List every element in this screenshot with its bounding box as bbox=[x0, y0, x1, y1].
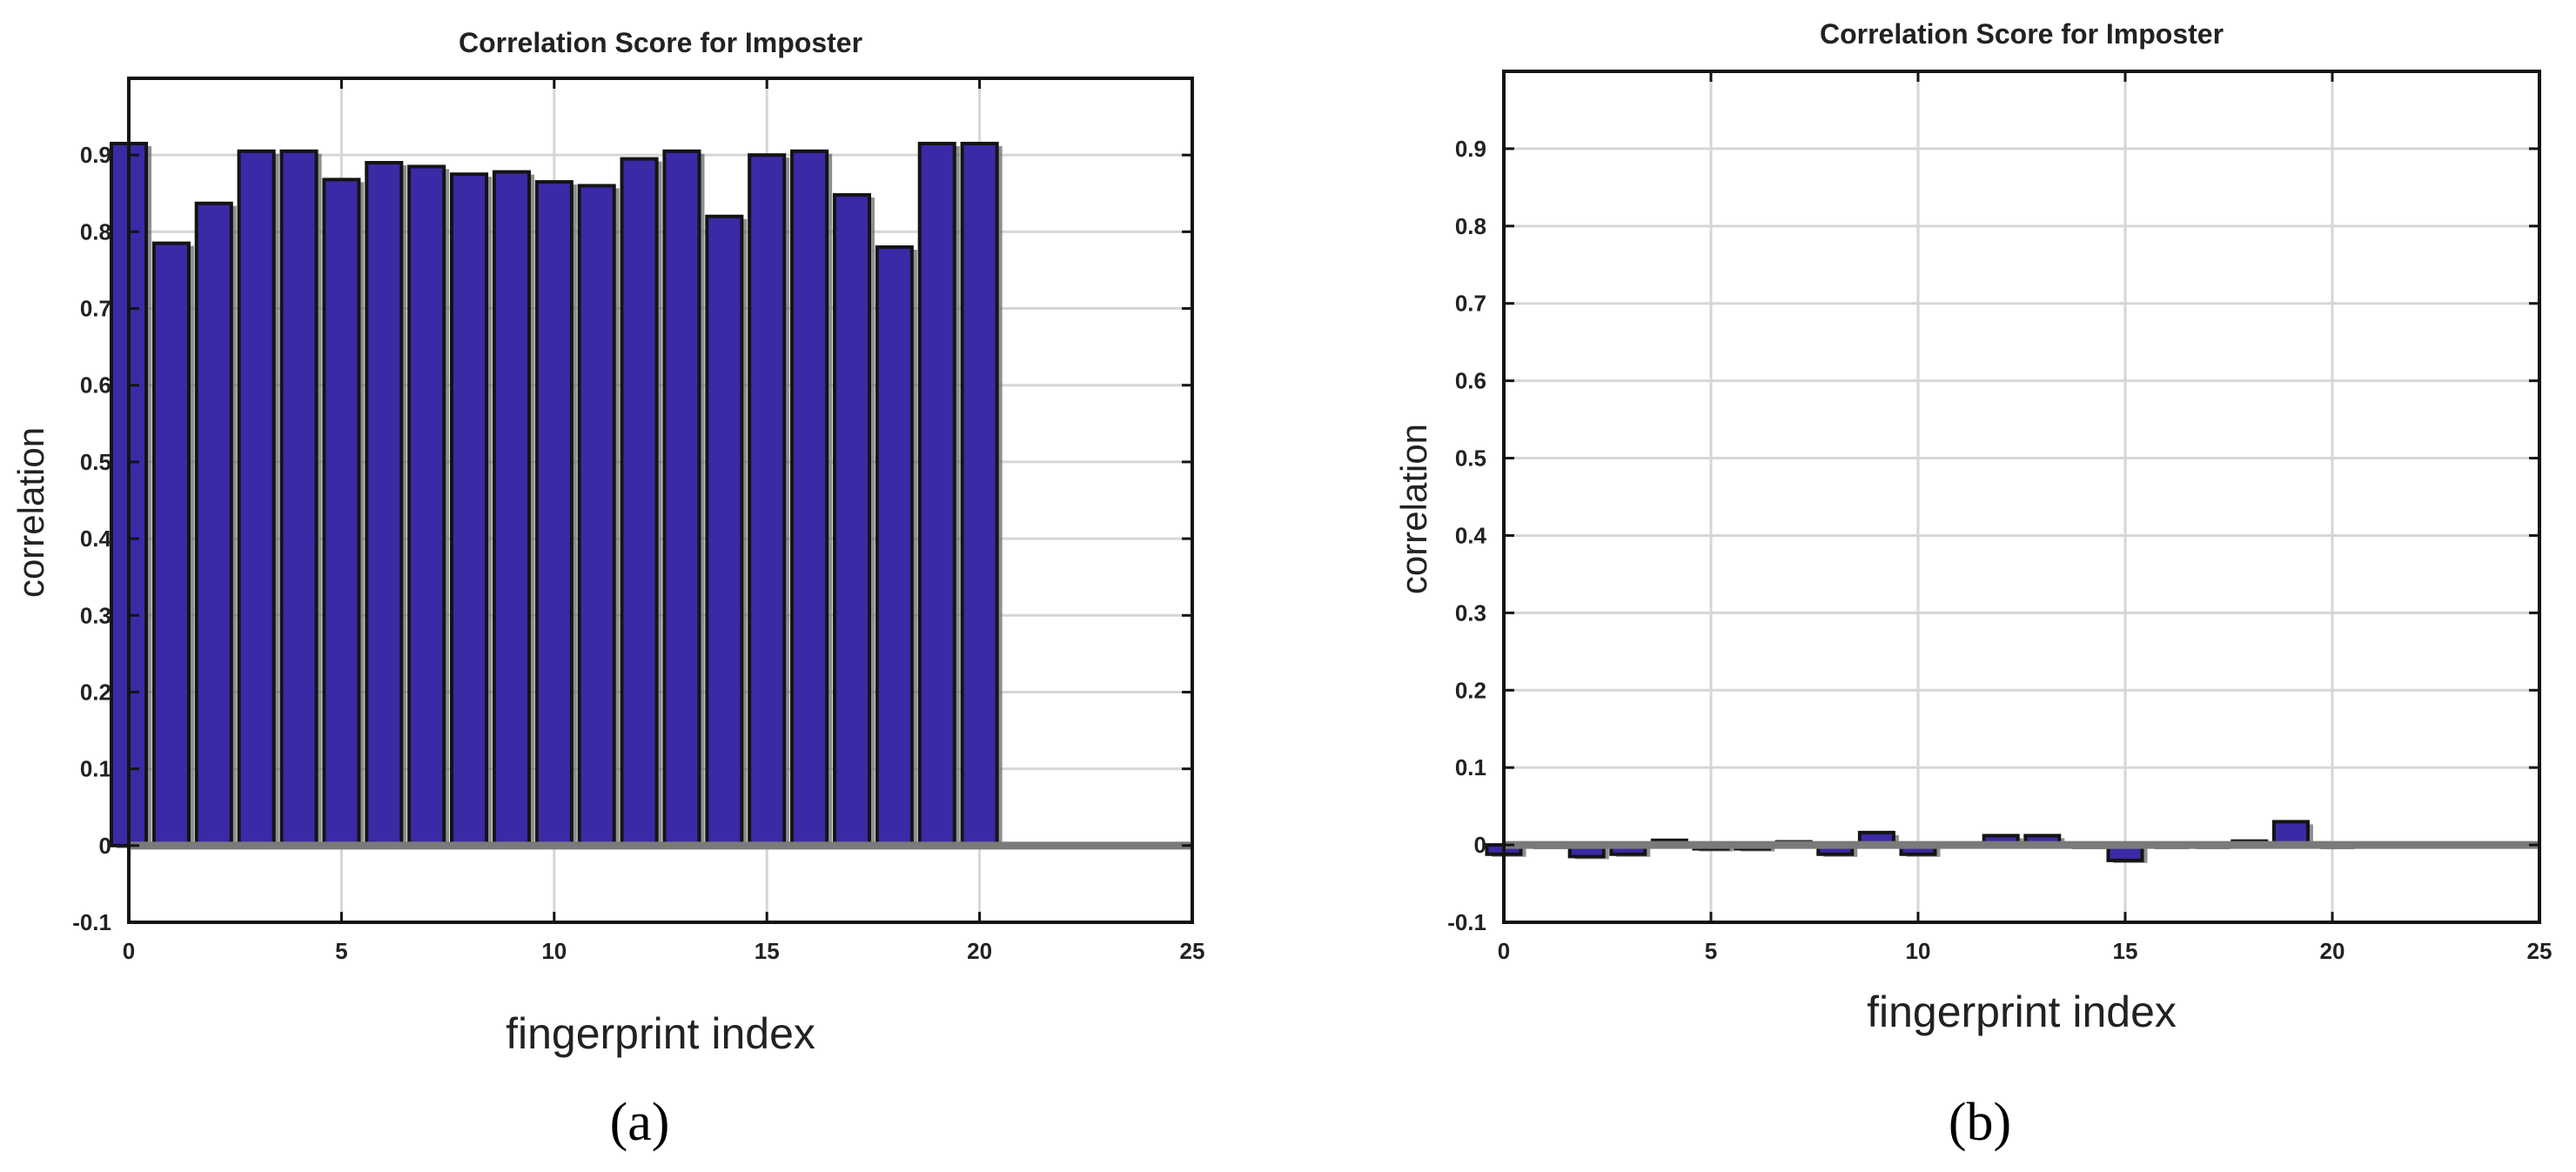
y-tick-label: 0.4 bbox=[80, 526, 112, 552]
y-tick-label: 0.8 bbox=[80, 218, 111, 244]
x-tick-label: 10 bbox=[1906, 938, 1931, 964]
bar bbox=[449, 172, 489, 847]
x-tick-label: 20 bbox=[967, 938, 992, 964]
bar bbox=[365, 161, 404, 847]
x-tick-label: 25 bbox=[1180, 938, 1205, 964]
y-tick-label: 0.5 bbox=[80, 449, 111, 475]
x-axis-label: fingerprint index bbox=[506, 1009, 815, 1058]
y-tick-label: 0.1 bbox=[80, 756, 111, 782]
x-tick-label: 5 bbox=[335, 938, 347, 964]
x-tick-label: 25 bbox=[2527, 938, 2553, 964]
bar bbox=[407, 164, 446, 847]
bar bbox=[194, 201, 233, 847]
panel-label: (a) bbox=[610, 1093, 670, 1152]
bar bbox=[748, 153, 787, 847]
bar bbox=[237, 149, 276, 847]
bar bbox=[875, 245, 914, 847]
chart-title: Correlation Score for Imposter bbox=[1820, 18, 2224, 50]
y-tick-label: 0.9 bbox=[80, 142, 111, 168]
y-tick-label: 0.1 bbox=[1455, 754, 1486, 780]
bar bbox=[492, 170, 531, 847]
y-tick-label: 0.3 bbox=[1455, 599, 1486, 626]
panel-label: (b) bbox=[1949, 1093, 2011, 1152]
bar bbox=[620, 157, 659, 847]
y-tick-label: 0.8 bbox=[1455, 213, 1486, 239]
bar bbox=[577, 184, 616, 847]
plot-frame bbox=[1502, 70, 2541, 924]
y-tick-label: 0.5 bbox=[1455, 445, 1486, 472]
y-tick-label: 0.7 bbox=[1455, 291, 1486, 317]
bar bbox=[960, 141, 999, 847]
bar bbox=[917, 141, 956, 847]
y-tick-label: 0.6 bbox=[80, 372, 111, 398]
chart-panel-b: -0.1 0 0.1 0.2 0.3 0.4 0.5 0.6 0.7 0.8 0.9 0 5 10 15 20… bbox=[1393, 18, 2552, 1152]
y-tick-label: 0 bbox=[99, 833, 111, 859]
chart-panel-a: -0.1 0 0.1 0.2 0.3 0.4 0.5 0.6 0.7 0.8 0.9 0 5 10 15 20… bbox=[10, 27, 1204, 1152]
x-tick-label: 0 bbox=[123, 938, 135, 964]
chart-title: Correlation Score for Imposter bbox=[459, 27, 862, 58]
y-axis-label: correlation bbox=[10, 427, 51, 598]
x-tick-label: 15 bbox=[2113, 938, 2138, 964]
y-tick-label: -0.1 bbox=[1447, 909, 1486, 935]
x-tick-label: 15 bbox=[755, 938, 780, 964]
bar bbox=[832, 193, 872, 847]
y-tick-label: 0.2 bbox=[1455, 677, 1486, 703]
y-axis-label: correlation bbox=[1393, 424, 1434, 594]
x-tick-label: 0 bbox=[1498, 938, 1510, 964]
bar bbox=[279, 149, 319, 847]
y-tick-label: 0.4 bbox=[1455, 522, 1487, 548]
bar bbox=[662, 149, 701, 847]
x-axis-label: fingerprint index bbox=[1867, 988, 2177, 1036]
y-tick-label: 0.2 bbox=[80, 679, 111, 705]
bar bbox=[534, 180, 574, 847]
y-tick-label: -0.1 bbox=[72, 909, 111, 935]
y-tick-label: 0.3 bbox=[80, 602, 111, 628]
bar bbox=[790, 149, 829, 847]
x-tick-label: 10 bbox=[541, 938, 567, 964]
bar bbox=[151, 241, 191, 847]
y-tick-label: 0.9 bbox=[1455, 136, 1486, 162]
plot-frame bbox=[127, 77, 1194, 924]
y-tick-label: 0 bbox=[1474, 832, 1486, 858]
y-tick-label: 0.6 bbox=[1455, 368, 1486, 394]
x-tick-label: 5 bbox=[1705, 938, 1717, 964]
bar bbox=[322, 177, 361, 847]
bar bbox=[705, 214, 744, 847]
y-tick-label: 0.7 bbox=[80, 296, 111, 322]
x-tick-label: 20 bbox=[2320, 938, 2345, 964]
